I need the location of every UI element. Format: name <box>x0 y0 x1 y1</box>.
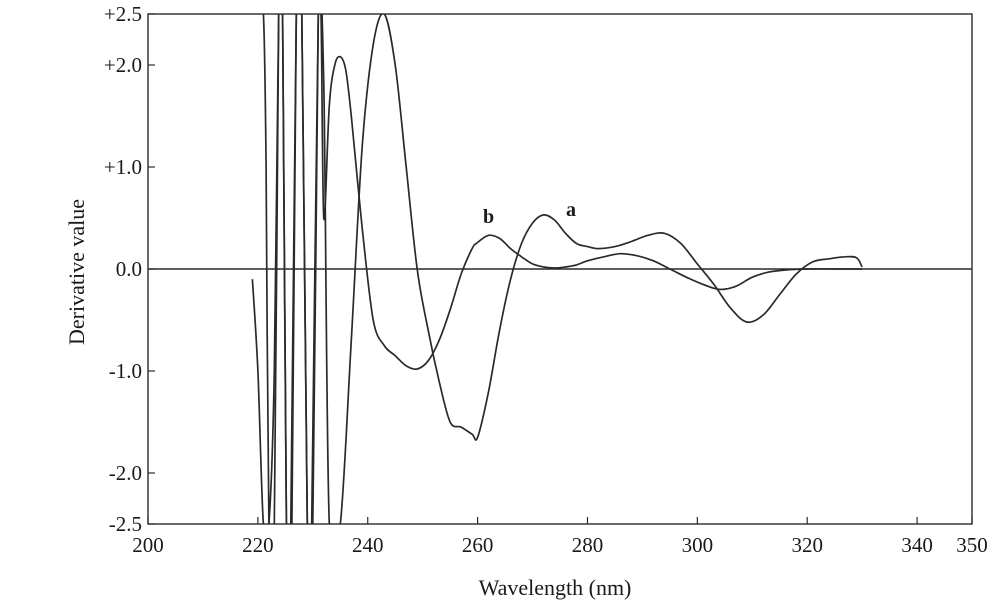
x-tick-label: 200 <box>132 533 164 557</box>
x-axis-title: Wavelength (nm) <box>479 575 632 600</box>
y-tick-label: +2.5 <box>104 2 142 26</box>
y-tick-label: -2.5 <box>109 512 142 536</box>
series-line-a <box>251 14 863 524</box>
series-line-b <box>257 14 863 524</box>
x-tick-label: 280 <box>572 533 604 557</box>
y-tick-label: +1.0 <box>104 155 142 179</box>
x-tick-label: 340 <box>901 533 933 557</box>
y-axis-title: Derivative value <box>64 199 89 345</box>
x-tick-label: 320 <box>791 533 823 557</box>
y-tick-label: -2.0 <box>109 461 142 485</box>
x-tick-label: 220 <box>242 533 274 557</box>
y-tick-label: 0.0 <box>116 257 142 281</box>
x-tick-label: 350 <box>956 533 988 557</box>
series-label-b: b <box>483 206 494 228</box>
x-tick-label: 260 <box>462 533 494 557</box>
x-tick-label: 300 <box>682 533 714 557</box>
curves <box>251 14 863 524</box>
y-tick-label: +2.0 <box>104 53 142 77</box>
axis-ticks <box>147 13 973 525</box>
tick-labels: 200 220 240 260 280 300 320 340 350 +2.5 +2.0 +1.0 0… <box>104 2 988 557</box>
series-label-a: a <box>566 199 576 221</box>
x-tick-label: 240 <box>352 533 384 557</box>
y-tick-label: -1.0 <box>109 359 142 383</box>
